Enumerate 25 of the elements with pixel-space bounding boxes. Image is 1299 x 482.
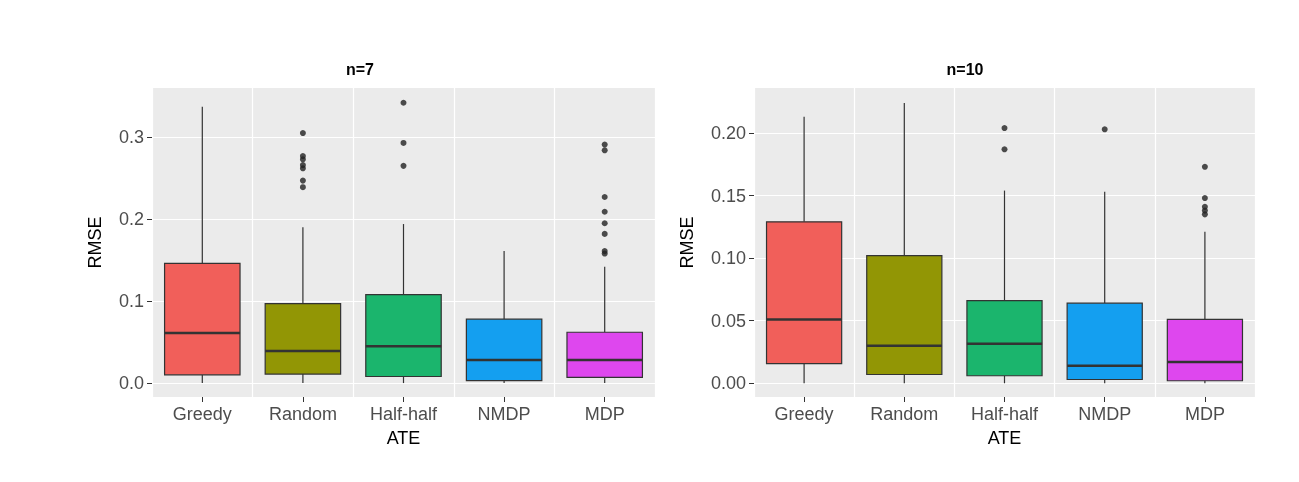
y-tick-label: 0.0 — [118, 373, 144, 394]
y-tick-label: 0.00 — [710, 373, 746, 394]
x-tick-label: Greedy — [172, 404, 232, 424]
y-tick-label: 0.10 — [710, 248, 746, 269]
x-tick-label: MDP — [584, 404, 625, 424]
x-tick-label: NMDP — [477, 404, 531, 424]
y-tick-label: 0.15 — [710, 185, 746, 206]
y-axis-title: RMSE — [677, 216, 697, 269]
x-tick-label: Greedy — [774, 404, 834, 424]
y-axis-title: RMSE — [85, 216, 105, 269]
x-tick-label: Random — [268, 404, 337, 424]
x-tick-label: Half-half — [970, 404, 1040, 424]
y-tick-label: 0.3 — [118, 127, 144, 148]
x-tick-label: MDP — [1184, 404, 1225, 424]
x-tick-label: NMDP — [1078, 404, 1132, 424]
chart-title: n=7 — [345, 60, 375, 78]
y-tick-label: 0.05 — [710, 310, 746, 331]
x-tick-label: Half-half — [369, 404, 439, 424]
y-tick-label: 0.20 — [710, 123, 746, 144]
x-axis-title: ATE — [987, 428, 1022, 448]
y-tick-label: 0.1 — [118, 291, 144, 312]
x-tick-label: Random — [870, 404, 939, 424]
chart-title: n=10 — [946, 60, 984, 78]
y-tick-label: 0.2 — [118, 209, 144, 230]
x-axis-title: ATE — [386, 428, 421, 448]
